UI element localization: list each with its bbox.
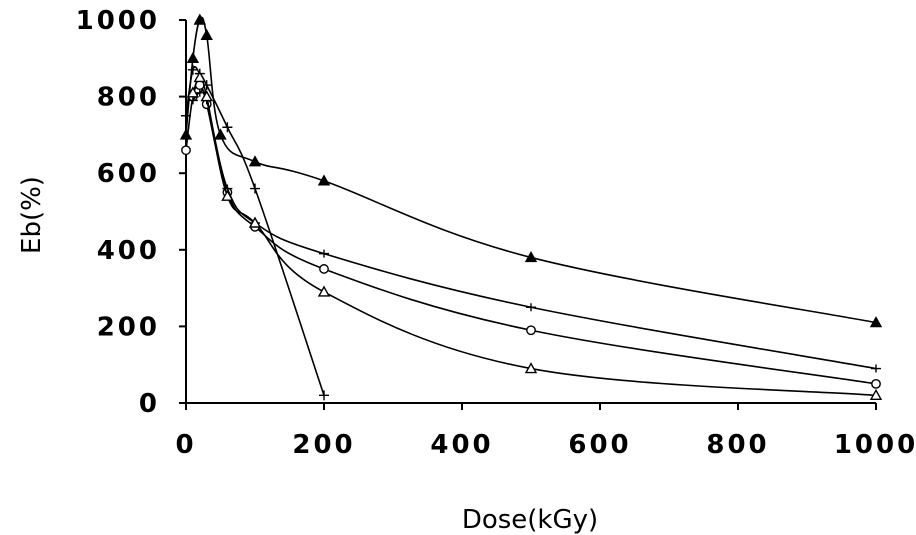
x-tick-label: 200	[292, 430, 355, 460]
data-point-filled-triangle	[214, 128, 227, 140]
series-open-circle	[181, 80, 881, 389]
data-point-filled-triangle	[193, 13, 206, 25]
axes	[185, 20, 876, 404]
data-point-open-triangle	[193, 71, 206, 83]
series-line-open-circle	[185, 83, 877, 385]
y-tick-label: 400	[97, 236, 160, 266]
y-tick-label: 200	[97, 312, 160, 342]
x-axis-label: Dose(kGy)	[462, 505, 598, 535]
data-point-filled-triangle	[186, 51, 200, 63]
data-point-filled-triangle	[248, 155, 262, 167]
data-point-filled-triangle	[524, 251, 538, 263]
data-point-cross	[187, 96, 198, 105]
data-point-open-triangle	[317, 285, 331, 297]
x-tick-label: 800	[706, 430, 769, 460]
data-point-filled-triangle	[179, 128, 193, 140]
y-tick-label: 1000	[76, 6, 160, 36]
series-line-filled-triangle	[185, 16, 877, 324]
data-point-plus	[187, 64, 198, 75]
data-point-open-triangle	[200, 90, 213, 102]
x-tick-label: 600	[568, 430, 631, 460]
series-plus	[181, 64, 329, 401]
x-tick-label: 400	[430, 430, 493, 460]
y-tick-label: 600	[97, 159, 160, 189]
data-point-filled-triangle	[317, 174, 331, 186]
data-point-plus	[250, 183, 260, 194]
data-point-open-circle	[871, 378, 881, 389]
data-point-open-triangle	[524, 362, 538, 374]
x-ticks: 0 200 400 600 800 1000	[175, 403, 916, 460]
x-tick-label: 0	[175, 430, 196, 460]
series-line-cross	[192, 89, 877, 370]
y-tick-label: 800	[97, 83, 160, 113]
y-ticks: 0 200 400 600 800 1000	[76, 6, 186, 419]
data-point-open-triangle	[221, 189, 234, 201]
x-tick-label: 1000	[834, 430, 916, 460]
data-point-open-circle	[319, 264, 329, 274]
data-point-open-triangle	[248, 216, 262, 228]
data-point-filled-triangle	[869, 316, 883, 328]
data-point-open-triangle	[186, 86, 200, 98]
y-tick-label: 0	[139, 389, 160, 419]
data-point-cross	[871, 364, 881, 373]
data-point-open-triangle	[869, 388, 883, 401]
data-point-cross	[319, 249, 329, 258]
series-open-triangle	[186, 71, 883, 401]
series-line-open-triangle	[192, 76, 877, 397]
data-point-open-circle	[181, 145, 191, 156]
series-group	[179, 13, 883, 401]
data-point-plus	[319, 390, 329, 401]
y-axis-label: Eb(%)	[17, 176, 47, 254]
data-point-cross	[526, 303, 536, 312]
data-point-open-circle	[526, 325, 536, 336]
data-point-filled-triangle	[200, 28, 213, 41]
data-point-plus	[222, 122, 233, 133]
series-filled-triangle	[179, 13, 883, 328]
